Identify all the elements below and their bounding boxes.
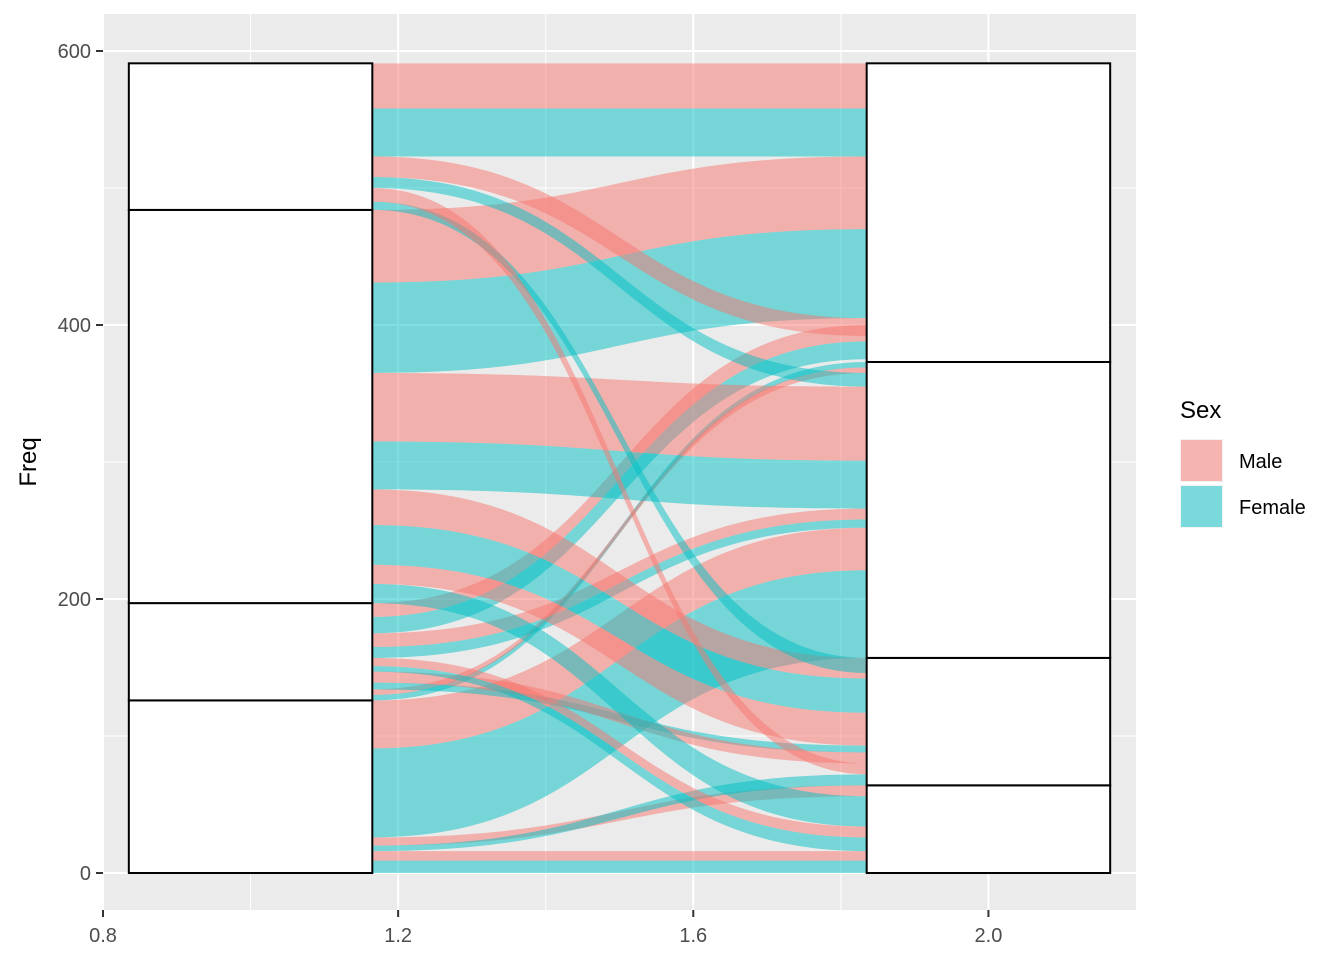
flow-male — [372, 671, 867, 764]
stratum-box-axis1 — [127, 699, 374, 875]
stratum-box-axis2 — [865, 784, 1112, 875]
x-tick-label: 1.2 — [384, 925, 412, 947]
legend: Sex Male Female — [1180, 397, 1306, 528]
flow-female — [372, 108, 867, 157]
flow-female — [372, 525, 867, 713]
legend-label-male: Male — [1239, 451, 1282, 473]
flow-male — [372, 367, 867, 695]
flow-female — [372, 177, 867, 387]
strata — [127, 62, 1112, 875]
flow-female — [372, 583, 867, 827]
y-tick-label: 0 — [80, 863, 91, 885]
stratum-box-axis1 — [127, 208, 374, 605]
legend-key-male — [1181, 440, 1222, 481]
stratum-box-axis2 — [865, 656, 1112, 787]
x-tick-label: 2.0 — [975, 925, 1003, 947]
x-tick-label: 0.8 — [89, 925, 117, 947]
x-tick-label: 1.6 — [679, 925, 707, 947]
flow-female — [372, 229, 867, 373]
flow-male — [372, 851, 867, 861]
flow-male — [372, 657, 867, 838]
y-tick-label: 400 — [58, 315, 91, 337]
legend-title: Sex — [1180, 397, 1221, 424]
flow-female — [372, 860, 867, 874]
y-tick-label: 600 — [58, 41, 91, 63]
flow-male — [372, 489, 867, 679]
x-tick-labels: 0.8 1.2 1.6 2.0 — [89, 925, 1002, 947]
stratum-box-axis1 — [127, 62, 374, 211]
legend-items: Male Female — [1180, 439, 1306, 528]
stratum-box-axis1 — [127, 602, 374, 702]
flows — [372, 63, 867, 874]
flow-female — [372, 441, 867, 509]
y-tick-label: 200 — [58, 589, 91, 611]
flow-male — [372, 564, 867, 746]
y-axis-title: Freq — [15, 437, 42, 486]
y-tick-labels: 0 200 400 600 — [58, 41, 91, 885]
flow-female — [372, 201, 867, 673]
stratum-box-axis2 — [865, 360, 1112, 659]
flow-female — [372, 774, 867, 852]
axis-ticks — [96, 49, 990, 917]
legend-key-female — [1181, 486, 1222, 527]
flow-female — [372, 666, 867, 852]
flow-male — [372, 63, 867, 109]
flow-male — [372, 156, 867, 336]
flow-male — [372, 372, 867, 461]
legend-label-female: Female — [1239, 497, 1306, 519]
stratum-box-axis2 — [865, 62, 1112, 363]
flow-male — [372, 187, 867, 775]
